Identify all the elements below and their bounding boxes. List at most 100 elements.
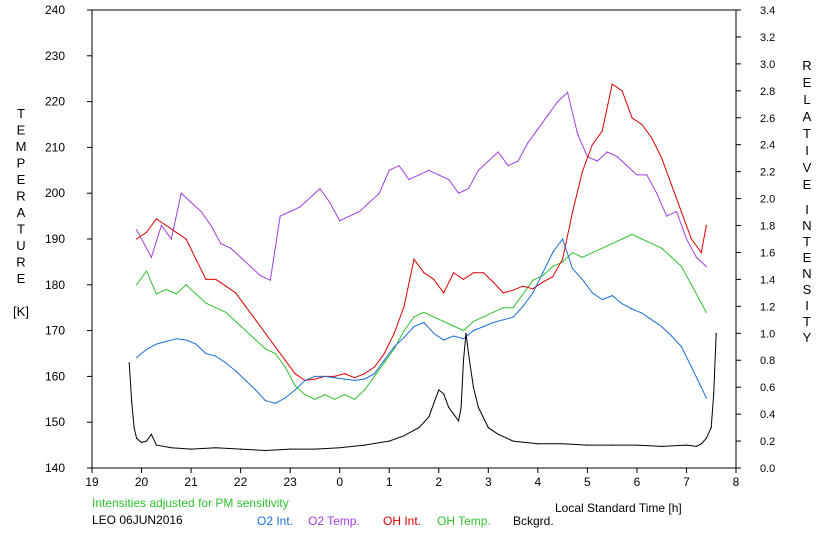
data-point-o2-int bbox=[423, 321, 425, 324]
data-point-o2-temp bbox=[230, 247, 232, 249]
data-point-o2-temp bbox=[616, 156, 618, 158]
data-point-o2-temp bbox=[408, 178, 410, 181]
data-point-o2-int bbox=[512, 316, 514, 318]
data-point-oh-temp bbox=[185, 284, 187, 286]
data-point-oh-temp bbox=[502, 307, 504, 309]
data-point-o2-int bbox=[591, 292, 593, 294]
data-point-oh-temp bbox=[145, 270, 148, 272]
data-point-o2-temp bbox=[685, 238, 688, 240]
data-point-oh-int bbox=[522, 285, 524, 287]
data-point-o2-temp bbox=[136, 229, 138, 231]
data-point-oh-temp bbox=[403, 330, 405, 332]
data-point-oh-int bbox=[562, 258, 564, 260]
x-tick-label: 23 bbox=[283, 475, 297, 489]
data-point-o2-int bbox=[581, 278, 584, 280]
y-right-tick-label: 2.0 bbox=[760, 194, 775, 206]
data-point-bckgrd bbox=[465, 332, 467, 334]
data-point-o2-int bbox=[383, 359, 385, 361]
data-point-o2-temp bbox=[448, 178, 450, 181]
x-tick-label: 4 bbox=[535, 475, 542, 489]
data-point-oh-int bbox=[705, 224, 707, 227]
data-point-o2-temp bbox=[329, 201, 331, 203]
y-right-label-letter: R bbox=[802, 58, 811, 73]
data-point-oh-temp bbox=[215, 307, 217, 309]
data-point-oh-temp bbox=[700, 302, 702, 304]
data-point-oh-int bbox=[225, 285, 227, 287]
data-point-o2-temp bbox=[576, 133, 579, 135]
data-point-oh-int bbox=[136, 238, 138, 240]
data-point-o2-int bbox=[205, 352, 207, 355]
data-point-oh-temp bbox=[254, 339, 257, 341]
data-point-bckgrd bbox=[339, 447, 341, 449]
x-axis-label: Local Standard Time [h] bbox=[555, 501, 682, 515]
data-point-o2-temp bbox=[309, 197, 311, 199]
data-point-oh-int bbox=[344, 373, 346, 375]
data-point-o2-int bbox=[651, 319, 653, 321]
data-point-oh-int bbox=[532, 288, 534, 290]
data-point-o2-temp bbox=[279, 215, 281, 217]
data-point-oh-temp bbox=[413, 316, 415, 318]
data-point-oh-temp bbox=[433, 316, 435, 318]
data-point-o2-temp bbox=[170, 238, 172, 240]
data-point-oh-int bbox=[512, 289, 514, 291]
data-point-o2-int bbox=[245, 379, 247, 381]
y-left-tick-label: 150 bbox=[45, 415, 65, 429]
data-point-oh-int bbox=[502, 292, 504, 294]
data-point-oh-temp bbox=[611, 243, 613, 245]
data-point-bckgrd bbox=[150, 433, 152, 435]
data-point-oh-temp bbox=[363, 389, 366, 391]
data-point-oh-int bbox=[680, 211, 683, 213]
data-point-bckgrd bbox=[462, 359, 465, 361]
data-point-o2-int bbox=[334, 377, 336, 379]
data-point-oh-temp bbox=[344, 394, 346, 396]
data-point-oh-temp bbox=[175, 293, 177, 295]
data-point-o2-int bbox=[532, 292, 534, 294]
y-left-label-letter: E bbox=[17, 172, 26, 187]
data-point-o2-int bbox=[225, 362, 227, 364]
data-point-o2-temp bbox=[200, 210, 202, 213]
data-point-oh-int bbox=[462, 278, 465, 280]
y-right-tick-label: 1.8 bbox=[760, 221, 775, 233]
data-point-oh-int bbox=[245, 305, 247, 307]
data-point-o2-temp bbox=[388, 169, 390, 171]
data-point-o2-temp bbox=[646, 174, 648, 176]
data-point-o2-int bbox=[462, 338, 465, 340]
data-point-oh-int bbox=[641, 123, 643, 126]
data-point-oh-temp bbox=[661, 247, 663, 249]
data-point-oh-temp bbox=[571, 252, 574, 254]
x-tick-label: 1 bbox=[386, 475, 393, 489]
data-point-o2-temp bbox=[160, 224, 162, 226]
data-point-o2-temp bbox=[319, 188, 321, 190]
x-tick-label: 7 bbox=[683, 475, 690, 489]
data-point-oh-temp bbox=[274, 352, 276, 355]
data-point-bckgrd bbox=[477, 406, 479, 408]
data-point-oh-int bbox=[621, 90, 623, 92]
data-point-bckgrd bbox=[170, 447, 172, 449]
data-point-o2-temp bbox=[547, 114, 549, 116]
data-point-o2-temp bbox=[467, 188, 470, 190]
y-right-label-letter: E bbox=[803, 177, 812, 192]
data-point-o2-temp bbox=[636, 174, 638, 176]
data-point-o2-int bbox=[195, 343, 197, 345]
y-right-label-letter: I bbox=[805, 202, 809, 217]
data-point-bckgrd bbox=[695, 445, 698, 447]
data-point-oh-temp bbox=[155, 293, 157, 295]
data-point-bckgrd bbox=[487, 427, 489, 429]
data-point-bckgrd bbox=[497, 433, 499, 435]
data-point-o2-int bbox=[671, 335, 673, 337]
data-point-oh-temp bbox=[591, 252, 593, 254]
data-point-o2-int bbox=[324, 375, 326, 377]
data-point-oh-temp bbox=[522, 293, 524, 295]
y-right-tick-label: 1.0 bbox=[760, 328, 775, 340]
data-point-o2-temp bbox=[676, 210, 678, 213]
data-point-o2-int bbox=[680, 346, 683, 348]
data-point-oh-temp bbox=[393, 348, 395, 350]
data-point-oh-int bbox=[215, 278, 217, 280]
data-point-oh-temp bbox=[631, 233, 633, 235]
data-point-o2-int bbox=[700, 386, 702, 388]
data-point-oh-int bbox=[571, 211, 574, 213]
data-point-o2-temp bbox=[398, 165, 400, 167]
data-point-oh-int bbox=[403, 305, 405, 307]
y-right-label-letter: L bbox=[803, 92, 810, 107]
